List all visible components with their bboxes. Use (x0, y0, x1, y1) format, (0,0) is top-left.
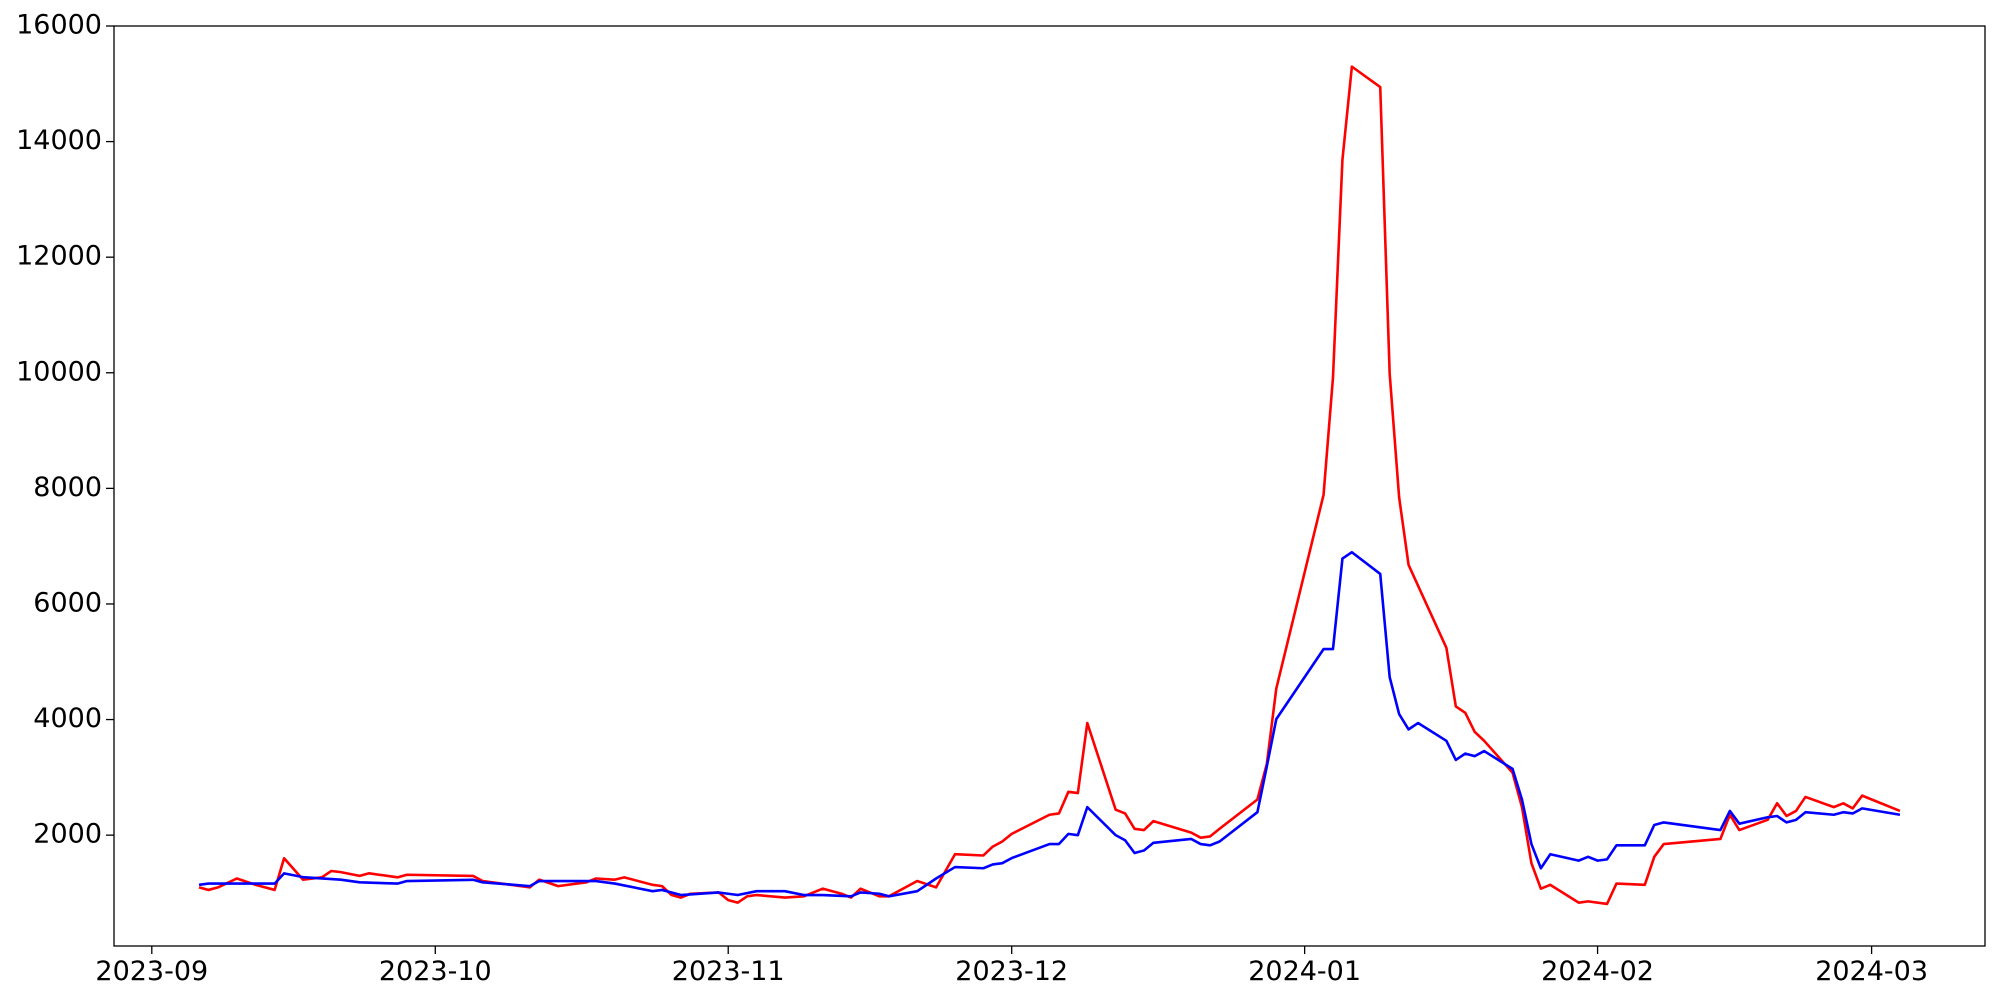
x-tick-label: 2023-09 (95, 956, 208, 987)
x-tick-label: 2023-11 (672, 956, 785, 987)
y-tick-label: 14000 (16, 125, 102, 156)
y-tick-label: 8000 (33, 472, 102, 503)
line-series (198, 65, 1901, 906)
x-tick-label: 2024-01 (1248, 956, 1361, 987)
y-tick-label: 4000 (33, 703, 102, 734)
y-tick-label: 10000 (16, 356, 102, 387)
x-tick-label: 2023-12 (955, 956, 1068, 987)
line-series (198, 550, 1901, 898)
x-tick-label: 2024-02 (1541, 956, 1654, 987)
y-tick-label: 12000 (16, 241, 102, 272)
y-tick-label: 16000 (16, 10, 102, 41)
x-tick-label: 2023-10 (379, 956, 492, 987)
y-tick-label: 6000 (33, 587, 102, 618)
plot-frame (113, 25, 1986, 947)
y-tick-label: 2000 (33, 819, 102, 850)
x-tick-label: 2024-03 (1815, 956, 1928, 987)
